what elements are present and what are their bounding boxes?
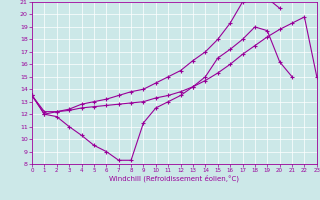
X-axis label: Windchill (Refroidissement éolien,°C): Windchill (Refroidissement éolien,°C) [109, 175, 239, 182]
